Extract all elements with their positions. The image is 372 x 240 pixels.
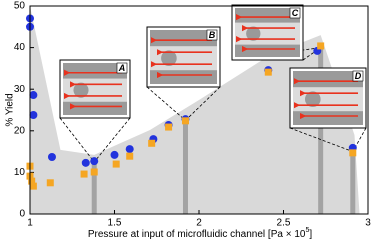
point — [110, 150, 119, 159]
point — [81, 158, 90, 167]
channel — [63, 78, 127, 102]
connector — [146, 86, 186, 121]
point — [90, 168, 98, 176]
y-tick-label: 0 — [19, 209, 25, 220]
point — [29, 110, 38, 119]
point — [112, 160, 120, 168]
inset-label-box — [116, 62, 128, 74]
inset-label: B — [209, 30, 216, 40]
point — [90, 157, 99, 166]
point — [80, 170, 88, 178]
obstacle — [305, 91, 321, 107]
point — [47, 153, 56, 162]
point — [46, 179, 54, 187]
x-label-exponent: 5 — [305, 227, 309, 234]
point — [165, 123, 173, 131]
inset-label: A — [118, 63, 126, 73]
point — [349, 149, 357, 157]
inset: A — [59, 59, 131, 119]
highlight-bar — [350, 151, 356, 214]
point — [181, 117, 189, 125]
x-label-end: ] — [309, 229, 312, 240]
inset-label-box — [352, 70, 364, 82]
obstacle — [161, 50, 177, 66]
connector — [93, 117, 131, 163]
inset-label: C — [292, 8, 299, 18]
point — [148, 139, 156, 147]
y-axis-label: % Yield — [5, 93, 16, 126]
point — [29, 182, 37, 190]
x-tick-label: 1.5 — [108, 218, 122, 229]
connector — [185, 86, 221, 121]
y-tick-label: 10 — [14, 167, 26, 178]
point — [28, 177, 36, 185]
point — [126, 152, 134, 160]
highlight-bar — [318, 47, 324, 214]
inset: B — [146, 26, 221, 88]
y-tick-label: 40 — [14, 42, 26, 53]
inset-label-box — [289, 7, 301, 19]
point — [317, 42, 325, 50]
point — [29, 91, 38, 100]
x-tick-label: 2.5 — [277, 218, 291, 229]
y-tick-label: 50 — [14, 1, 26, 12]
x-tick-label: 1 — [27, 218, 33, 229]
x-axis-label: Pressure at input of microfluidic channe… — [88, 227, 313, 240]
y-tick-label: 30 — [14, 84, 26, 95]
x-tick-label: 2 — [196, 218, 202, 229]
channel — [150, 46, 217, 71]
channel — [293, 87, 363, 112]
channel — [235, 22, 300, 45]
x-tick-label: 3 — [365, 218, 371, 229]
obstacle — [246, 26, 261, 41]
y-tick-label: 20 — [14, 125, 26, 136]
connector — [289, 127, 353, 152]
x-label-text: Pressure at input of microfluidic channe… — [88, 229, 306, 240]
inset-label: D — [355, 71, 362, 81]
point — [264, 68, 272, 76]
inset-label-box — [206, 29, 218, 41]
axes-frame — [29, 5, 369, 215]
obstacle — [73, 82, 89, 98]
highlight-bar — [182, 120, 188, 214]
highlight-bar — [91, 162, 97, 214]
inset: D — [289, 67, 367, 129]
connector — [59, 117, 95, 163]
point — [125, 145, 134, 154]
inset: C — [231, 4, 304, 61]
